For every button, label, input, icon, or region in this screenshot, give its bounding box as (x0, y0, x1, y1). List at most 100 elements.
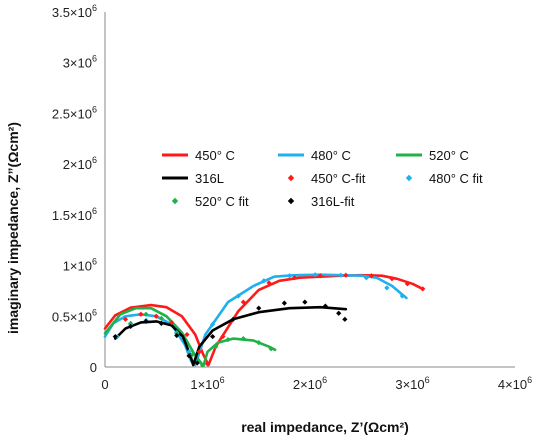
legend-item-316l: 316L (162, 171, 224, 186)
legend-label: 480° C fit (429, 171, 483, 186)
legend-swatch (405, 174, 413, 182)
data-point (281, 300, 287, 306)
data-point (338, 272, 344, 278)
legend-label: 316L (195, 171, 224, 186)
legend-swatch (287, 174, 295, 182)
y-axis-title: imaginary impedance, Z”(Ωcm²) (5, 122, 21, 334)
series-520-c (103, 306, 277, 368)
data-point (420, 286, 426, 292)
data-point (322, 303, 328, 309)
legend-label: 450° C (195, 148, 235, 163)
data-point (286, 273, 293, 279)
series-316l-fit (112, 299, 348, 366)
data-point (122, 316, 129, 322)
data-point (256, 305, 262, 311)
data-point (292, 275, 298, 281)
data-point (210, 321, 216, 327)
data-point (174, 332, 180, 339)
series-line (103, 306, 277, 368)
data-point (204, 361, 211, 367)
series-480-c (103, 273, 408, 367)
data-point (261, 278, 267, 284)
data-point (230, 316, 236, 322)
data-point (112, 333, 118, 340)
series-480-c-fit (114, 272, 405, 366)
data-point (240, 336, 246, 342)
y-tick-label: 0.5×106 (52, 307, 97, 324)
legend-label: 450° C-fit (311, 171, 366, 186)
y-tick-label: 2.5×106 (52, 104, 97, 121)
data-point (302, 299, 308, 305)
x-axis-title: real impedance, Z’(Ωcm²) (241, 419, 409, 435)
legend-item-520-c: 520° C (396, 148, 469, 163)
data-point (399, 293, 405, 299)
legend-item-450-c-fit: 450° C-fit (287, 171, 366, 186)
legend-swatch (287, 197, 295, 205)
data-point (128, 320, 134, 326)
series-line (103, 273, 408, 367)
data-point (143, 318, 149, 324)
data-point (389, 276, 395, 282)
legend-item-450-c: 450° C (162, 148, 235, 163)
data-point (199, 362, 205, 368)
x-tick-label: 4×106 (498, 375, 532, 392)
data-point (220, 333, 226, 340)
legend-item-520-c-fit: 520° C fit (171, 194, 249, 209)
legend-item-480-c: 480° C (278, 148, 351, 163)
data-point (235, 293, 241, 299)
series-450-c (103, 273, 423, 367)
legend-label: 520° C (429, 148, 469, 163)
y-tick-label: 3.5×106 (52, 3, 97, 20)
legend-swatch (171, 197, 179, 205)
y-tick-label: 2×106 (63, 155, 97, 172)
x-tick-label: 0 (101, 377, 108, 392)
y-tick-labels: 0 0.5×106 1×106 1.5×106 2×106 2.5×106 3×106 3.5… (52, 3, 97, 375)
series-line (103, 273, 423, 367)
series-450-c-fit (122, 272, 426, 367)
data-point (158, 315, 164, 321)
data-point (240, 299, 246, 305)
data-point (143, 311, 149, 317)
data-point (153, 313, 159, 319)
data-point (213, 344, 219, 350)
legend-label: 316L-fit (311, 194, 355, 209)
data-point (384, 285, 390, 291)
x-tick-label: 2×106 (293, 375, 327, 392)
data-point (256, 340, 262, 346)
data-point (194, 360, 200, 366)
data-point (186, 349, 192, 355)
data-point (343, 272, 349, 278)
data-point (210, 333, 216, 340)
legend-item-316l-fit: 316L-fit (287, 194, 355, 209)
x-tick-label: 1×106 (190, 375, 224, 392)
data-point (317, 273, 323, 279)
y-tick-label: 0 (90, 360, 97, 375)
legend: 450° C 480° C 520° C 316L 450° C-fit 480° C f… (162, 148, 483, 209)
data-point (184, 331, 190, 338)
axes (104, 12, 515, 368)
data-point (268, 346, 274, 352)
data-point (128, 323, 134, 330)
y-tick-label: 3×106 (63, 54, 97, 71)
data-point (404, 281, 410, 287)
x-tick-labels: 0 1×106 2×106 3×106 4×106 (101, 375, 532, 392)
data-point (312, 272, 318, 278)
data-point (196, 349, 202, 355)
plot-area (103, 272, 426, 368)
legend-label: 480° C (311, 148, 351, 163)
data-point (169, 319, 175, 325)
y-tick-label: 1.5×106 (52, 206, 97, 223)
data-point (363, 275, 369, 281)
data-point (342, 316, 348, 322)
data-point (186, 353, 192, 359)
data-point (336, 310, 342, 316)
legend-item-480-c-fit: 480° C fit (405, 171, 483, 186)
data-point (266, 280, 272, 286)
data-point (138, 311, 144, 317)
data-point (158, 320, 164, 326)
data-point (225, 337, 231, 343)
data-point (368, 273, 375, 279)
y-tick-label: 1×106 (63, 257, 97, 274)
x-tick-label: 3×106 (395, 375, 429, 392)
